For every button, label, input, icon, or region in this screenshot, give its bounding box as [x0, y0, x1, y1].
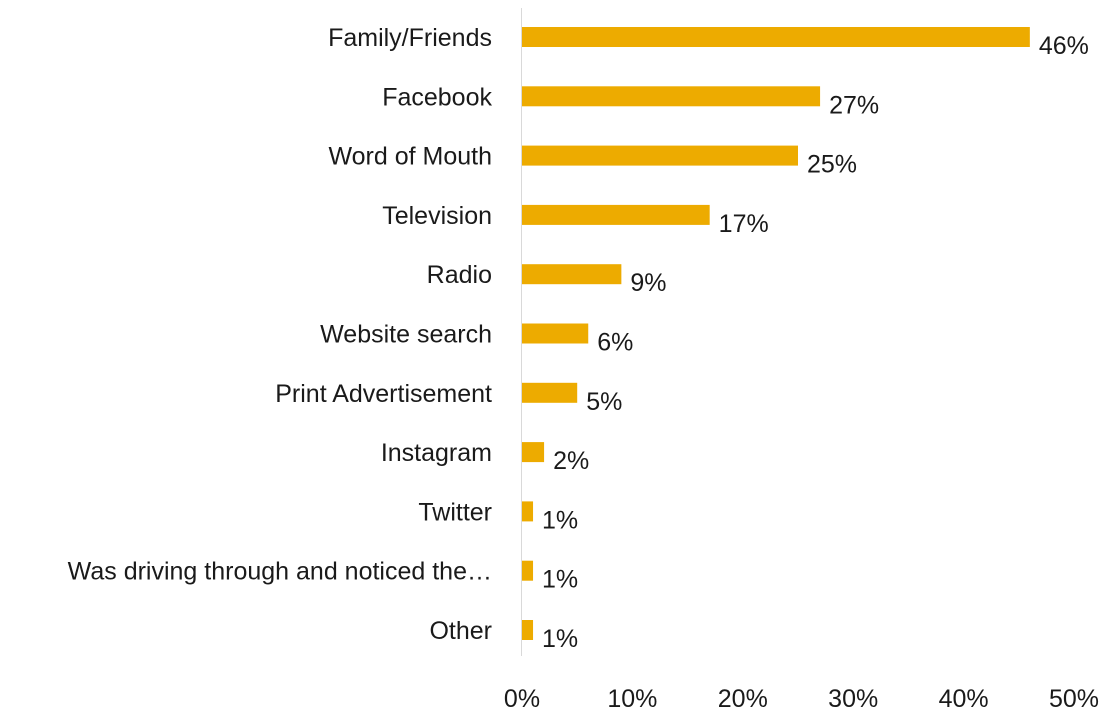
- category-label: Was driving through and noticed the…: [68, 558, 492, 586]
- bar: [522, 27, 1030, 47]
- x-tick-label: 10%: [607, 685, 657, 713]
- value-label: 17%: [719, 210, 769, 238]
- category-label: Twitter: [418, 498, 492, 526]
- bar: [522, 620, 534, 640]
- bar: [522, 86, 821, 107]
- category-label: Facebook: [382, 83, 492, 111]
- value-label: 1%: [542, 506, 578, 534]
- category-label: Instagram: [381, 439, 492, 467]
- bar: [522, 382, 578, 403]
- value-label: 27%: [829, 91, 879, 119]
- bar: [522, 560, 534, 581]
- value-label: 6%: [597, 329, 633, 357]
- value-label: 5%: [586, 388, 622, 416]
- category-label: Television: [382, 202, 492, 230]
- value-label: 25%: [807, 151, 857, 179]
- bar: [522, 264, 622, 285]
- bar: [522, 145, 798, 166]
- x-tick-label: 40%: [939, 685, 989, 713]
- category-label: Print Advertisement: [275, 380, 492, 408]
- category-label: Family/Friends: [328, 24, 492, 52]
- bar: [522, 442, 545, 463]
- value-label: 46%: [1039, 32, 1089, 60]
- bar: [522, 501, 534, 522]
- value-label: 2%: [553, 447, 589, 475]
- bar: [522, 204, 710, 225]
- bar: [522, 323, 589, 344]
- x-tick-label: 30%: [828, 685, 878, 713]
- x-tick-label: 20%: [718, 685, 768, 713]
- value-label: 1%: [542, 566, 578, 594]
- value-label: 1%: [542, 625, 578, 653]
- category-label: Website search: [320, 321, 492, 349]
- category-label: Word of Mouth: [328, 143, 492, 171]
- value-label: 9%: [630, 269, 666, 297]
- x-tick-label: 50%: [1049, 685, 1099, 713]
- x-tick-label: 0%: [504, 685, 540, 713]
- category-label: Radio: [427, 261, 492, 289]
- category-label: Other: [429, 617, 492, 645]
